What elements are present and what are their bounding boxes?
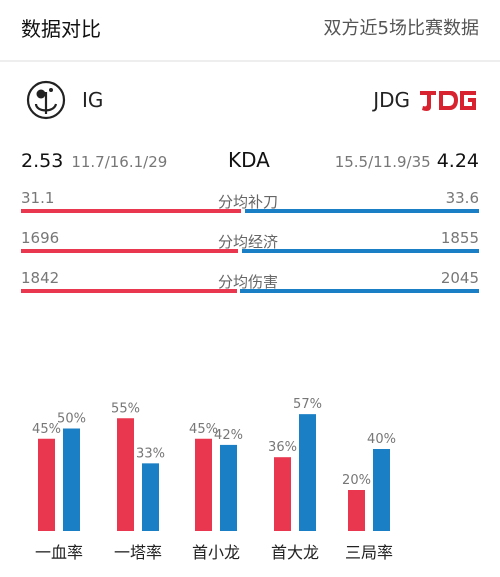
chart-bar <box>195 438 212 531</box>
chart-bar <box>299 414 316 531</box>
chart-bar <box>220 444 237 531</box>
page-header: 数据对比 双方近5场比赛数据 <box>0 0 500 56</box>
stat-label: 分均伤害 <box>218 273 279 291</box>
ig-logo-icon <box>26 80 66 120</box>
chart-data-label: 57% <box>293 397 322 412</box>
chart-data-label: 50% <box>57 412 86 427</box>
chart-category-label: 三局率 <box>345 543 393 562</box>
chart-data-label: 33% <box>136 446 165 461</box>
chart-category-label: 一塔率 <box>114 543 162 562</box>
chart-bar <box>142 463 159 531</box>
stat-label: 分均经济 <box>218 233 279 251</box>
stat-right-bar <box>240 289 479 293</box>
team-left[interactable]: IG <box>24 78 103 122</box>
chart-data-label: 55% <box>111 401 140 416</box>
kda-left: 2.53 11.7/16.1/29 <box>21 150 167 172</box>
header-divider <box>0 60 500 62</box>
page-subtitle: 双方近5场比赛数据 <box>323 18 479 39</box>
chart-bar <box>373 449 390 531</box>
stat-right-value: 2045 <box>440 269 479 287</box>
team-right-name: JDG <box>373 88 410 112</box>
stat-right-value: 33.6 <box>445 189 479 207</box>
stat-left-value: 31.1 <box>21 189 55 207</box>
stat-left-bar <box>21 289 237 293</box>
chart-category-label: 首大龙 <box>271 543 319 562</box>
stat-left-bar <box>21 209 241 213</box>
page-title: 数据对比 <box>21 17 101 41</box>
kda-right-detail: 15.5/11.9/35 <box>334 153 431 171</box>
kda-label: KDA <box>228 148 270 172</box>
stat-row-damage: 1842 分均伤害 2045 <box>0 269 500 299</box>
jdg-logo-icon <box>420 91 476 111</box>
stat-left-bar <box>21 249 238 253</box>
chart-data-label: 36% <box>268 440 297 455</box>
chart-data-label: 20% <box>342 473 371 488</box>
team-right[interactable]: JDG <box>373 82 478 118</box>
chart-data-label: 40% <box>367 432 396 447</box>
stat-row-gold: 1696 分均经济 1855 <box>0 229 500 259</box>
chart-bar <box>38 438 55 531</box>
kda-left-detail: 11.7/16.1/29 <box>71 153 168 171</box>
kda-right: 15.5/11.9/35 4.24 <box>335 150 479 172</box>
chart-category-label: 首小龙 <box>192 543 240 562</box>
kda-left-ratio: 2.53 <box>21 150 64 172</box>
chart-data-label: 45% <box>32 422 61 437</box>
chart-data-label: 42% <box>214 428 243 443</box>
stat-label: 分均补刀 <box>218 193 279 211</box>
rates-bar-chart: 45%50%一血率55%33%一塔率45%42%首小龙36%57%首大龙20%4… <box>32 397 396 562</box>
chart-bar <box>63 428 80 531</box>
chart-bar <box>348 490 365 531</box>
chart-category-label: 一血率 <box>35 543 83 562</box>
kda-right-ratio: 4.24 <box>436 150 479 172</box>
team-left-name: IG <box>82 88 104 112</box>
chart-bar <box>274 457 291 531</box>
stat-left-value: 1696 <box>21 229 60 247</box>
stat-right-value: 1855 <box>440 229 479 247</box>
stat-right-bar <box>242 249 479 253</box>
stat-row-cs: 31.1 分均补刀 33.6 <box>0 189 500 219</box>
stat-right-bar <box>245 209 479 213</box>
stat-left-value: 1842 <box>21 269 60 287</box>
chart-data-label: 45% <box>189 422 218 437</box>
kda-row: 2.53 11.7/16.1/29 KDA 15.5/11.9/35 4.24 <box>0 148 500 178</box>
chart-bar <box>117 418 134 531</box>
